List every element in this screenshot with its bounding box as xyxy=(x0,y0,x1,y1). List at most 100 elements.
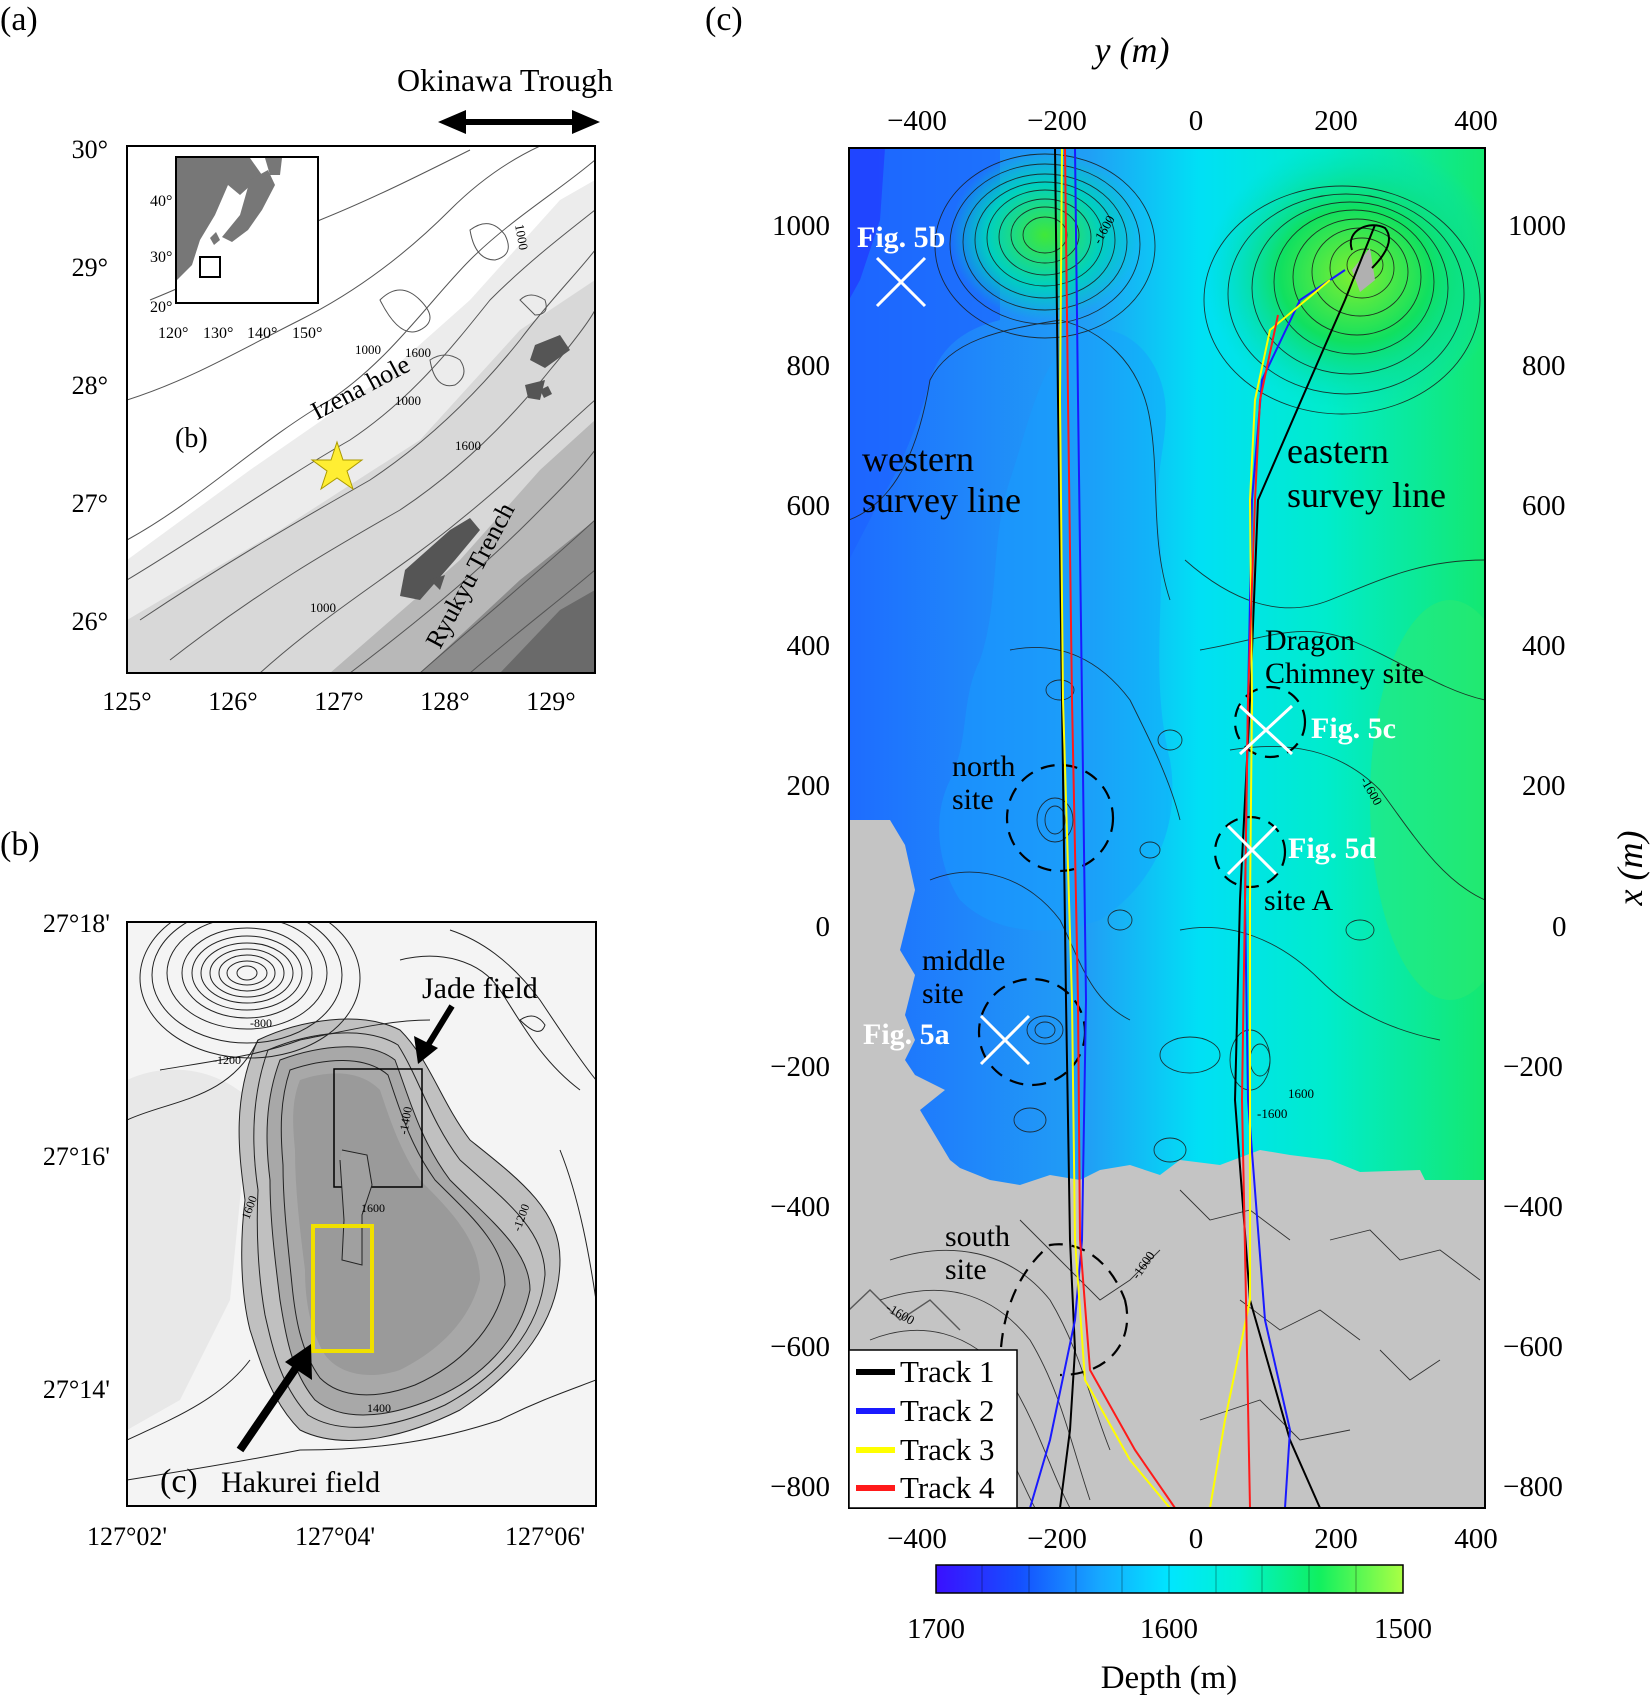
contour-label-c: 1600 xyxy=(1288,1086,1314,1101)
contour-label-a: 1000 xyxy=(310,600,336,615)
arrow-icon xyxy=(285,1344,312,1380)
lat-tick-b: 27°14' xyxy=(43,1375,110,1404)
lat-tick-a: 27° xyxy=(72,489,108,518)
x-tick-right: −600 xyxy=(1503,1331,1563,1363)
south-site-arc xyxy=(998,1243,1127,1371)
lon-tick-b: 127°06' xyxy=(505,1522,585,1551)
x-tick-right: −200 xyxy=(1503,1051,1563,1083)
middle-site-label: site xyxy=(922,977,964,1010)
site-a-label: site A xyxy=(1264,884,1334,917)
panel-c-map: -1600 -1600 -1600 1600 -1600 -1600 xyxy=(849,148,1485,1508)
inset-lat-tick: 30° xyxy=(150,249,172,266)
legend-label: Track 2 xyxy=(900,1393,994,1428)
x-tick-right: 200 xyxy=(1522,770,1566,802)
arrow-right-icon xyxy=(572,110,600,134)
dragon-chimney-label: Dragon xyxy=(1265,624,1355,657)
legend-label: Track 1 xyxy=(900,1354,994,1389)
inset-lon-tick: 140° xyxy=(247,325,277,342)
cross-icon xyxy=(1238,704,1294,756)
north-site-label: north xyxy=(952,750,1015,783)
x-tick-left: 600 xyxy=(787,490,831,522)
south-site-label: south xyxy=(945,1220,1010,1253)
cross-icon xyxy=(1226,824,1278,876)
contour-label-b: -1400 xyxy=(396,1106,415,1136)
inset-map: 40° 30° 20° 120° 130° 140° 150° xyxy=(150,156,322,342)
x-tick-left: −600 xyxy=(770,1331,830,1363)
contour-label-c: -1600 xyxy=(1257,1106,1287,1121)
western-survey-label: western xyxy=(862,439,974,479)
lat-tick-a: 30° xyxy=(72,135,108,164)
legend-label: Track 4 xyxy=(900,1470,995,1505)
y-tick-top: 400 xyxy=(1454,105,1498,137)
x-tick-left: 400 xyxy=(787,630,831,662)
x-tick-left: 1000 xyxy=(772,210,830,242)
panel-c-label: (c) xyxy=(705,1,743,38)
legend-label: Track 3 xyxy=(900,1432,994,1467)
y-tick-bottom: −200 xyxy=(1027,1523,1087,1555)
jade-field-box xyxy=(333,1068,423,1188)
western-survey-label: survey line xyxy=(862,480,1021,520)
contour-label-a: 1600 xyxy=(405,345,431,360)
lon-tick-a: 127° xyxy=(314,687,363,716)
lat-tick-b: 27°16' xyxy=(43,1142,110,1171)
y-tick-bottom: 0 xyxy=(1189,1523,1204,1555)
track-4-line-east xyxy=(1240,314,1279,1508)
x-axis-title: x (m) xyxy=(1610,831,1650,907)
south-site-label: site xyxy=(945,1253,987,1286)
lon-tick-a: 128° xyxy=(420,687,469,716)
inset-lat-tick: 40° xyxy=(150,193,172,210)
lon-tick-a: 126° xyxy=(208,687,257,716)
track-3-line-east xyxy=(1209,279,1331,1508)
x-tick-right: 800 xyxy=(1522,350,1566,382)
contour-label-a: 1000 xyxy=(395,393,421,408)
hakurei-field-box xyxy=(311,1224,374,1353)
panel-b-label: (b) xyxy=(0,826,40,863)
lat-tick-b: 27°18' xyxy=(43,909,110,938)
label-b-in-a: (b) xyxy=(175,423,208,454)
colorbar-tick: 1700 xyxy=(907,1613,965,1645)
contour-label-b: -800 xyxy=(250,1016,272,1030)
y-tick-bottom: 200 xyxy=(1314,1523,1358,1555)
contour-label-b: 1400 xyxy=(367,1401,391,1415)
dragon-chimney-label: Chimney site xyxy=(1265,657,1424,690)
fig-5b-label: Fig. 5b xyxy=(857,221,945,254)
x-tick-right: 400 xyxy=(1522,630,1566,662)
north-site-circle xyxy=(1005,763,1115,873)
label-jade-field: Jade field xyxy=(422,972,538,1005)
label-c-in-b: (c) xyxy=(160,1463,198,1500)
panel-a-label: (a) xyxy=(0,1,38,38)
label-hakurei-field: Hakurei field xyxy=(221,1466,380,1499)
x-tick-left: −800 xyxy=(770,1471,830,1503)
contour-label-a: 1000 xyxy=(512,223,531,251)
x-tick-left: 800 xyxy=(787,350,831,382)
x-tick-right: 600 xyxy=(1522,490,1566,522)
x-tick-left: 200 xyxy=(787,770,831,802)
x-tick-right: 0 xyxy=(1552,911,1567,943)
lat-tick-a: 29° xyxy=(72,253,108,282)
x-tick-left: −400 xyxy=(770,1191,830,1223)
x-tick-left: 0 xyxy=(816,911,831,943)
y-tick-bottom: −400 xyxy=(887,1523,947,1555)
inset-lat-tick: 20° xyxy=(150,299,172,316)
lat-tick-a: 26° xyxy=(72,607,108,636)
x-tick-left: −200 xyxy=(770,1051,830,1083)
okinawa-trough-label: Okinawa Trough xyxy=(397,62,613,98)
lat-tick-a: 28° xyxy=(72,371,108,400)
panel-c: (c) y (m) xyxy=(705,1,1650,1696)
panel-b-map: -800 -1200 -1400 1600 1600 -1200 1400 xyxy=(127,922,596,1506)
contour-label-a: 1600 xyxy=(455,438,481,453)
fig-5c-label: Fig. 5c xyxy=(1311,712,1396,745)
cross-icon xyxy=(875,256,927,308)
eastern-survey-label: survey line xyxy=(1287,475,1446,515)
eastern-survey-label: eastern xyxy=(1287,431,1389,471)
y-tick-top: −200 xyxy=(1027,105,1087,137)
depth-colorbar: 1700 1600 1500 Depth (m) xyxy=(907,1564,1432,1696)
contour-label-a: 1000 xyxy=(355,342,381,357)
x-tick-right: −800 xyxy=(1503,1471,1563,1503)
panel-a: (a) Okinawa Trough xyxy=(0,1,613,716)
middle-site-label: middle xyxy=(922,944,1005,977)
x-tick-right: 1000 xyxy=(1508,210,1566,242)
y-tick-top: 200 xyxy=(1314,105,1358,137)
inset-lon-tick: 120° xyxy=(158,325,188,342)
